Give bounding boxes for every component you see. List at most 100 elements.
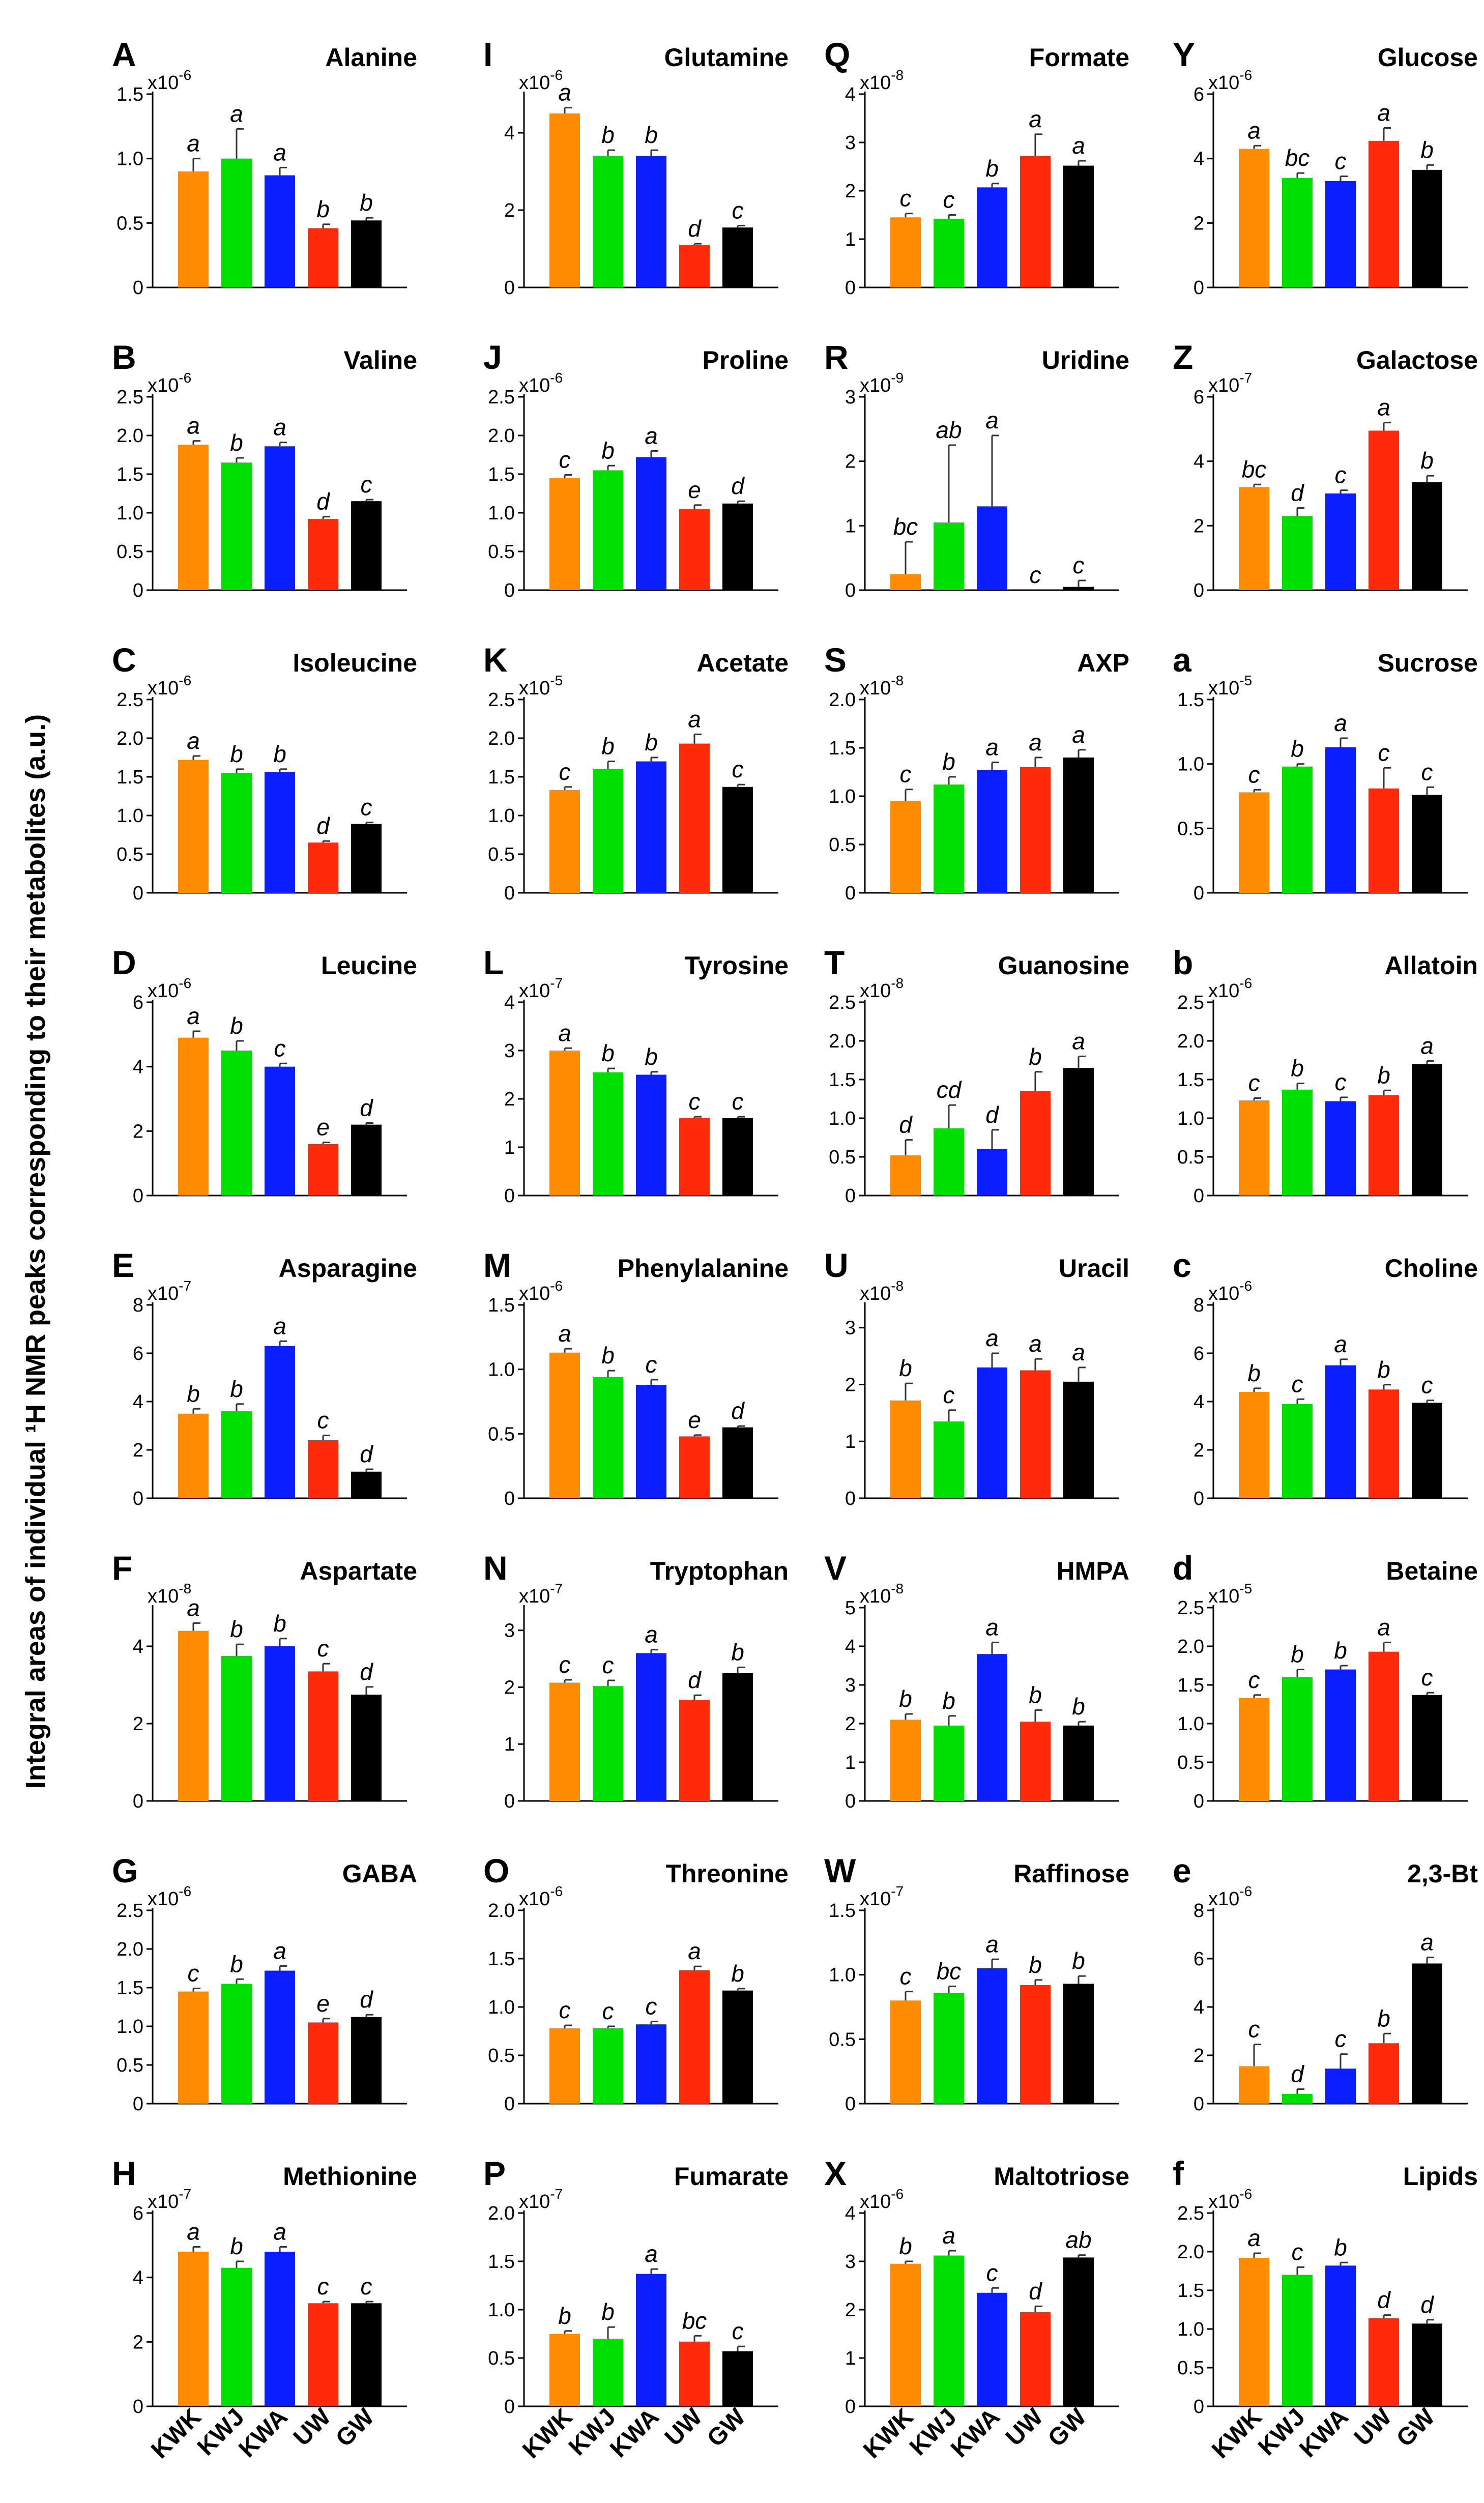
significance-letter: b — [601, 1342, 615, 1369]
x-tick-label: GW — [1391, 2403, 1440, 2452]
significance-letter: d — [1291, 480, 1304, 506]
bar-kwa — [1325, 1365, 1356, 1498]
panel-letter: N — [483, 1549, 508, 1587]
significance-letter: a — [558, 79, 571, 106]
axis-multiplier-base: x10 — [860, 72, 891, 94]
significance-letter: a — [1377, 394, 1390, 421]
y-tick-label: 2.5 — [488, 689, 515, 711]
chart-title: Galactose — [1356, 346, 1478, 374]
bar-kwj — [1282, 1677, 1313, 1801]
significance-letter: a — [558, 1020, 571, 1046]
axis-multiplier-exponent: -5 — [550, 673, 563, 688]
y-tick-label: 0 — [845, 1791, 856, 1812]
x-tick-label: KWA — [1294, 2403, 1354, 2463]
y-tick-label: 1.0 — [117, 805, 143, 827]
bar-gw — [722, 1427, 753, 1498]
y-tick-label: 1.0 — [117, 2016, 143, 2038]
axis-multiplier: x10-5 — [1208, 673, 1252, 699]
y-tick-label: 0.5 — [488, 2045, 515, 2067]
y-tick-label: 1.5 — [1177, 1069, 1204, 1091]
significance-letter: b — [230, 1951, 243, 1977]
y-tick-label: 6 — [1194, 1948, 1204, 1970]
panel-letter: G — [112, 1852, 138, 1889]
axis-multiplier-exponent: -6 — [179, 673, 191, 688]
y-tick-label: 0 — [1194, 580, 1204, 601]
axis-multiplier: x10-6 — [519, 370, 563, 396]
y-tick-label: 1.0 — [117, 149, 143, 170]
significance-letter: a — [1377, 1614, 1390, 1640]
bar-kwa — [636, 457, 666, 590]
significance-letter: c — [900, 185, 912, 212]
significance-letter: c — [559, 447, 571, 473]
panel-letter: V — [824, 1549, 847, 1587]
chart-panel-W: W Raffinose x10-7 0 0.5 1.0 1.5 c bca b b — [824, 1852, 1129, 2115]
significance-letter: b — [1029, 1043, 1042, 1070]
bar-gw — [1063, 1725, 1094, 1801]
bar-kwj — [221, 1051, 252, 1196]
chart-panel-X: X Maltotriose x10-6 0 1 2 3 4 b a c dab KWKKWJKWAUWG… — [824, 2155, 1129, 2464]
y-tick-label: 1.0 — [1177, 1108, 1204, 1129]
y-tick-label: 2.0 — [488, 2203, 515, 2224]
bar-kwk — [1239, 2066, 1269, 2104]
y-tick-label: 0 — [504, 883, 515, 904]
bar-gw — [722, 227, 753, 287]
y-tick-label: 5 — [845, 1597, 856, 1619]
y-tick-label: 0 — [1194, 1791, 1204, 1812]
significance-letter: d — [316, 488, 330, 515]
y-tick-label: 2.5 — [1177, 1597, 1204, 1619]
significance-letter: a — [187, 130, 200, 157]
bar-kwk — [178, 2252, 209, 2406]
significance-letter: d — [1377, 2287, 1391, 2313]
panel-letter: W — [824, 1852, 856, 1889]
axis-multiplier: x10-6 — [148, 975, 191, 1002]
significance-letter: a — [1334, 710, 1347, 736]
significance-letter: b — [1291, 1055, 1304, 1082]
y-tick-label: 1 — [504, 1734, 515, 1755]
y-tick-label: 1.5 — [488, 1295, 515, 1316]
significance-letter: c — [1378, 739, 1390, 766]
bar-gw — [722, 503, 753, 590]
bar-kwa — [1325, 2265, 1356, 2406]
bar-kwk — [890, 2263, 921, 2406]
significance-letter: b — [1072, 1947, 1085, 1974]
y-tick-label: 6 — [133, 1343, 143, 1364]
y-tick-label: 8 — [133, 1295, 143, 1316]
bar-kwk — [549, 478, 580, 590]
axis-multiplier-exponent: -7 — [550, 1581, 563, 1596]
axis-multiplier-base: x10 — [148, 1888, 179, 1910]
y-tick-label: 0 — [133, 277, 143, 299]
significance-letter: b — [601, 1040, 615, 1066]
chart-title: Isoleucine — [293, 649, 417, 677]
y-tick-label: 1.5 — [1177, 689, 1204, 711]
bar-gw — [722, 1118, 753, 1196]
bar-kwk — [1239, 1392, 1269, 1498]
significance-letter: b — [645, 1043, 658, 1070]
y-tick-label: 1.0 — [488, 2300, 515, 2321]
significance-letter: d — [360, 1441, 373, 1467]
significance-letter: c — [361, 794, 372, 821]
bar-uw — [1369, 788, 1399, 893]
bar-kwa — [265, 772, 295, 893]
x-tick-label: UW — [1001, 2403, 1049, 2452]
significance-letter: a — [273, 2219, 286, 2245]
bar-gw — [722, 1990, 753, 2104]
panel-letter: E — [112, 1246, 134, 1284]
y-tick-label: 2 — [504, 200, 515, 221]
bar-kwa — [265, 175, 295, 287]
axis-multiplier-base: x10 — [519, 678, 550, 699]
significance-letter: b — [1420, 447, 1434, 474]
y-tick-label: 2.0 — [1177, 1636, 1204, 1657]
significance-letter: a — [1420, 1929, 1434, 1956]
significance-letter: b — [899, 2233, 912, 2259]
y-tick-label: 3 — [504, 1040, 515, 1062]
y-tick-label: 0.5 — [1177, 1752, 1204, 1773]
chart-title: Tryptophan — [650, 1557, 789, 1585]
axis-multiplier: x10-6 — [148, 1883, 191, 1910]
panel-letter: O — [483, 1852, 509, 1889]
bar-uw — [308, 519, 338, 590]
significance-letter: c — [986, 2259, 998, 2286]
chart-title: Uracil — [1059, 1254, 1129, 1283]
bar-gw — [1063, 758, 1094, 893]
axis-multiplier-exponent: -6 — [1239, 1883, 1252, 1899]
